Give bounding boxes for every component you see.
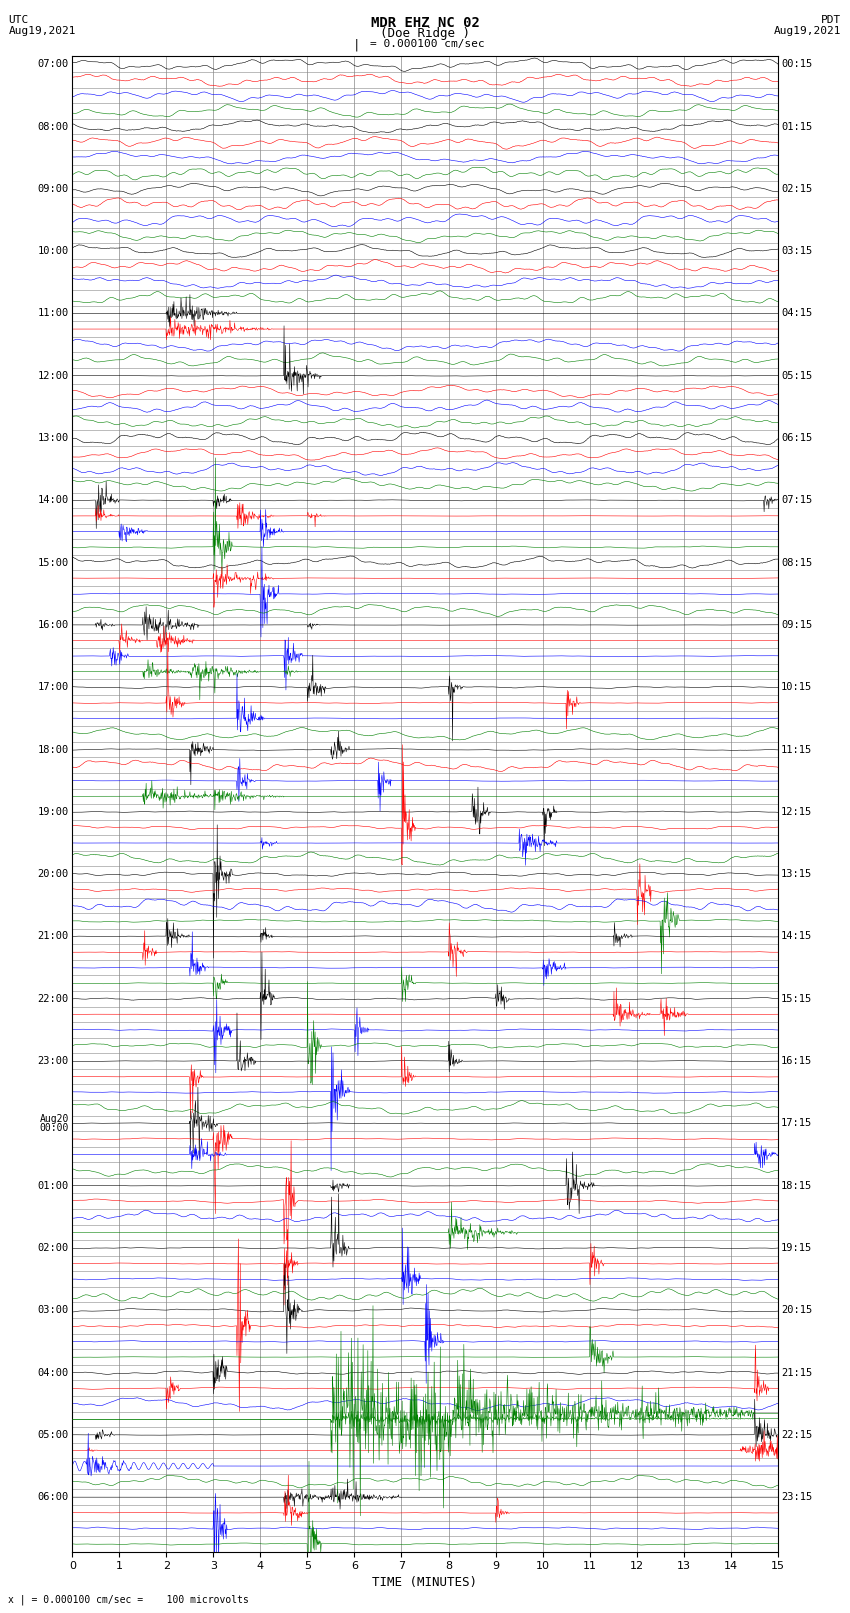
Text: 00:00: 00:00 [40, 1123, 69, 1132]
Text: 21:15: 21:15 [781, 1368, 813, 1378]
Text: 15:00: 15:00 [37, 558, 69, 568]
Text: 01:00: 01:00 [37, 1181, 69, 1190]
Text: 10:15: 10:15 [781, 682, 813, 692]
Text: 07:15: 07:15 [781, 495, 813, 505]
Text: PDT: PDT [821, 15, 842, 24]
Text: 15:15: 15:15 [781, 994, 813, 1003]
Text: 08:15: 08:15 [781, 558, 813, 568]
Text: 17:00: 17:00 [37, 682, 69, 692]
Text: 14:00: 14:00 [37, 495, 69, 505]
Text: 22:00: 22:00 [37, 994, 69, 1003]
Text: 10:00: 10:00 [37, 247, 69, 256]
Text: 04:00: 04:00 [37, 1368, 69, 1378]
Text: 18:00: 18:00 [37, 745, 69, 755]
Text: 23:15: 23:15 [781, 1492, 813, 1502]
Text: 06:00: 06:00 [37, 1492, 69, 1502]
Text: 11:15: 11:15 [781, 745, 813, 755]
Text: 11:00: 11:00 [37, 308, 69, 318]
Text: 00:15: 00:15 [781, 60, 813, 69]
Text: Aug20: Aug20 [40, 1113, 69, 1124]
Text: 18:15: 18:15 [781, 1181, 813, 1190]
Text: 20:15: 20:15 [781, 1305, 813, 1315]
Text: 23:00: 23:00 [37, 1057, 69, 1066]
Text: Aug19,2021: Aug19,2021 [774, 26, 842, 35]
Text: 04:15: 04:15 [781, 308, 813, 318]
Text: 03:15: 03:15 [781, 247, 813, 256]
Text: 14:15: 14:15 [781, 931, 813, 942]
Text: 07:00: 07:00 [37, 60, 69, 69]
Text: x | = 0.000100 cm/sec =    100 microvolts: x | = 0.000100 cm/sec = 100 microvolts [8, 1594, 249, 1605]
Text: 16:00: 16:00 [37, 619, 69, 631]
Text: 19:00: 19:00 [37, 806, 69, 816]
Text: 06:15: 06:15 [781, 432, 813, 444]
Text: 05:00: 05:00 [37, 1429, 69, 1440]
Text: Aug19,2021: Aug19,2021 [8, 26, 76, 35]
Text: 22:15: 22:15 [781, 1429, 813, 1440]
Text: UTC: UTC [8, 15, 29, 24]
X-axis label: TIME (MINUTES): TIME (MINUTES) [372, 1576, 478, 1589]
Text: 01:15: 01:15 [781, 121, 813, 132]
Text: 19:15: 19:15 [781, 1244, 813, 1253]
Text: 03:00: 03:00 [37, 1305, 69, 1315]
Text: 02:15: 02:15 [781, 184, 813, 194]
Text: MDR EHZ NC 02: MDR EHZ NC 02 [371, 16, 479, 31]
Text: 17:15: 17:15 [781, 1118, 813, 1129]
Text: 05:15: 05:15 [781, 371, 813, 381]
Text: 08:00: 08:00 [37, 121, 69, 132]
Text: |: | [354, 39, 360, 52]
Text: 13:15: 13:15 [781, 869, 813, 879]
Text: 13:00: 13:00 [37, 432, 69, 444]
Text: 12:00: 12:00 [37, 371, 69, 381]
Text: 02:00: 02:00 [37, 1244, 69, 1253]
Text: 09:15: 09:15 [781, 619, 813, 631]
Text: (Doe Ridge ): (Doe Ridge ) [380, 27, 470, 40]
Text: 09:00: 09:00 [37, 184, 69, 194]
Text: 20:00: 20:00 [37, 869, 69, 879]
Text: 21:00: 21:00 [37, 931, 69, 942]
Text: 16:15: 16:15 [781, 1057, 813, 1066]
Text: 12:15: 12:15 [781, 806, 813, 816]
Text: = 0.000100 cm/sec: = 0.000100 cm/sec [370, 39, 484, 48]
